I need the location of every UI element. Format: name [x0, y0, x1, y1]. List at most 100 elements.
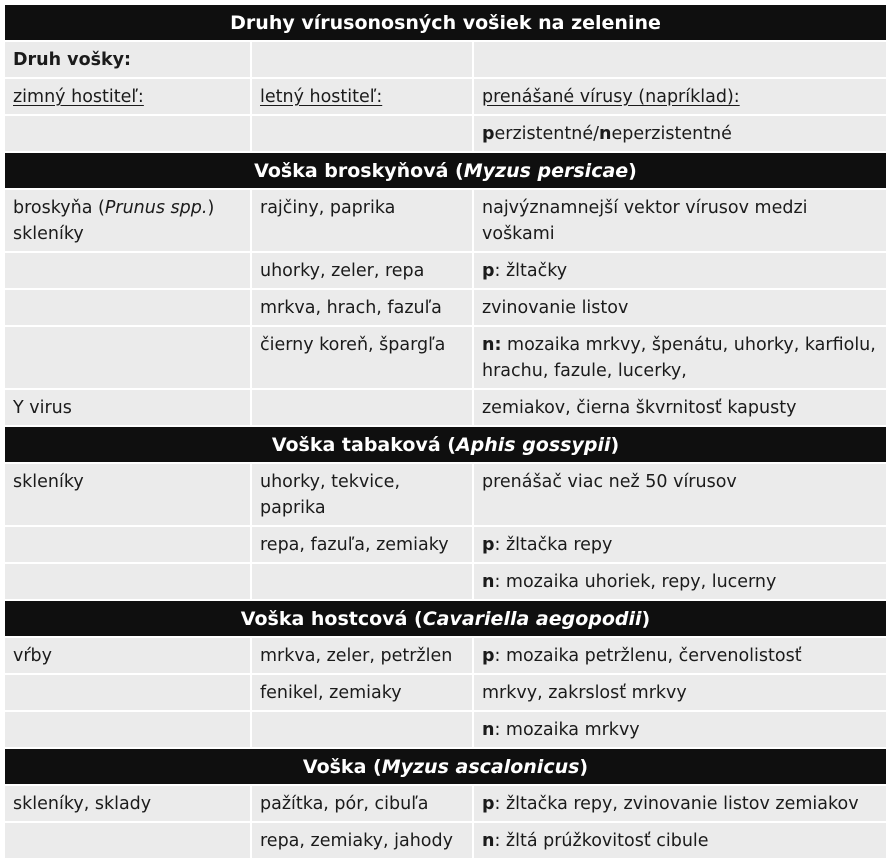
table-row: repa, fazuľa, zemiaky p: žltačka repy	[3, 525, 889, 564]
section-title: Voška hostcová (Cavariella aegopodii)	[2, 599, 889, 638]
column-header-summer-host: letný hostiteľ:	[250, 77, 474, 116]
cell-text: broskyňa (	[13, 198, 105, 218]
table-cell	[471, 40, 889, 79]
section-name: Voška (	[302, 756, 382, 778]
cell-text: : mozaika mrkvy	[494, 720, 640, 740]
table-cell: p: žltačky	[471, 251, 889, 290]
table-cell	[3, 710, 252, 749]
virus-type-marker: p	[482, 646, 495, 666]
virus-type-marker: p	[482, 535, 495, 555]
legend-n: n	[599, 124, 612, 144]
table-cell	[3, 525, 252, 564]
column-header-text: zimný hostiteľ:	[13, 87, 144, 107]
legend-n-rest: eperzistentné	[611, 124, 732, 144]
virus-type-marker: p	[482, 261, 495, 281]
virus-type-marker: n:	[482, 335, 502, 355]
table-cell	[250, 114, 474, 153]
virus-type-marker: n	[482, 572, 495, 592]
table-cell: Y virus	[3, 388, 252, 427]
virus-type-marker: n	[482, 720, 495, 740]
cell-text: : žltá prúžkovitosť cibule	[494, 831, 709, 851]
table-row: uhorky, zeler, repa p: žltačky	[3, 251, 889, 290]
cell-text: : žltačky	[494, 261, 568, 281]
table-row: vŕby mrkva, zeler, petržlen p: mozaika p…	[3, 636, 889, 675]
table-cell: p: žltačka repy, zvinovanie listov zemia…	[471, 784, 889, 823]
table-cell: n: mozaika mrkvy, špenátu, uhorky, karfi…	[471, 325, 889, 390]
table-cell: n: žltá prúžkovitosť cibule	[471, 821, 889, 860]
table-row: broskyňa (Prunus spp.) skleníky rajčiny, …	[3, 188, 889, 253]
table-cell: mrkva, hrach, fazuľa	[250, 288, 474, 327]
table-row: zimný hostiteľ: letný hostiteľ: prenášan…	[3, 77, 889, 116]
table-cell: čierny koreň, špargľa	[250, 325, 474, 390]
cell-text: : mozaika petržlenu, červenolistosť	[494, 646, 802, 666]
column-header-text: prenášané vírusy (napríklad):	[482, 87, 740, 107]
section-header-row: Voška (Myzus ascalonicus)	[2, 747, 889, 786]
section-name-suffix: )	[610, 434, 620, 456]
cell-text: mozaika mrkvy, špenátu, uhorky, karfiolu…	[482, 335, 876, 381]
table-cell	[250, 710, 474, 749]
table-cell	[3, 821, 252, 860]
cell-text: : žltačka repy	[494, 535, 613, 555]
table-cell: prenášač viac než 50 vírusov	[471, 462, 889, 527]
table-cell: fenikel, zemiaky	[250, 673, 474, 712]
table-row: Y virus zemiakov, čierna škvrnitosť kapu…	[3, 388, 889, 427]
table-row: čierny koreň, špargľa n: mozaika mrkvy, …	[3, 325, 889, 390]
table-row: repa, zemiaky, jahody n: žltá prúžkovito…	[3, 821, 889, 860]
table-row: Druh vošky:	[3, 40, 889, 79]
table-row: perzistentné/neperzistentné	[3, 114, 889, 153]
section-name: Voška hostcová (	[240, 608, 423, 630]
table-title-row: Druhy vírusonosných vošiek na zelenine	[2, 3, 889, 42]
section-latin-name: Myzus persicae	[463, 160, 629, 182]
table-cell	[3, 288, 252, 327]
table-cell: mrkva, zeler, petržlen	[250, 636, 474, 675]
table-cell: skleníky, sklady	[3, 784, 252, 823]
table-cell	[250, 562, 474, 601]
table-cell	[3, 325, 252, 390]
section-name-suffix: )	[628, 160, 637, 182]
druh-label: Druh vošky:	[3, 40, 252, 79]
table-cell: n: mozaika mrkvy	[471, 710, 889, 749]
table-cell: repa, zemiaky, jahody	[250, 821, 474, 860]
section-header-row: Voška tabaková (Aphis gossypii)	[2, 425, 889, 464]
table-cell	[3, 251, 252, 290]
table-cell: skleníky	[3, 462, 252, 527]
section-title: Voška tabaková (Aphis gossypii)	[2, 425, 889, 464]
section-header-row: Voška broskyňová (Myzus persicae)	[2, 151, 889, 190]
table-cell	[250, 388, 474, 427]
table-cell: vŕby	[3, 636, 252, 675]
section-title: Voška broskyňová (Myzus persicae)	[2, 151, 889, 190]
section-name: Voška broskyňová (	[254, 160, 464, 182]
section-latin-name: Aphis gossypii	[455, 434, 611, 456]
table-cell: najvýznamnejší vektor vírusov medzi vošk…	[471, 188, 889, 253]
cell-text: skleníky	[13, 224, 84, 244]
table-row: n: mozaika uhoriek, repy, lucerny	[3, 562, 889, 601]
virus-type-marker: n	[482, 831, 495, 851]
section-name-suffix: )	[641, 608, 651, 630]
table-cell: p: mozaika petržlenu, červenolistosť	[471, 636, 889, 675]
legend-p-rest: erzistentné/	[494, 124, 599, 144]
column-header-winter-host: zimný hostiteľ:	[3, 77, 252, 116]
table-cell: zvinovanie listov	[471, 288, 889, 327]
aphid-virus-table: Druhy vírusonosných vošiek na zelenine D…	[2, 3, 889, 860]
table-cell	[3, 114, 252, 153]
table-cell	[250, 40, 474, 79]
table-row: skleníky, sklady pažítka, pór, cibuľa p:…	[3, 784, 889, 823]
column-header-text: letný hostiteľ:	[260, 87, 383, 107]
table-cell	[3, 673, 252, 712]
table-cell: broskyňa (Prunus spp.) skleníky	[3, 188, 252, 253]
section-name: Voška tabaková (	[271, 434, 456, 456]
aphid-table-container: Druhy vírusonosných vošiek na zelenine D…	[2, 3, 889, 860]
section-latin-name: Cavariella aegopodii	[422, 608, 642, 630]
table-cell: mrkvy, zakrslosť mrkvy	[471, 673, 889, 712]
table-cell: uhorky, zeler, repa	[250, 251, 474, 290]
virus-type-marker: p	[482, 794, 495, 814]
table-cell: rajčiny, paprika	[250, 188, 474, 253]
section-title: Voška (Myzus ascalonicus)	[2, 747, 889, 786]
table-cell	[3, 562, 252, 601]
table-cell: n: mozaika uhoriek, repy, lucerny	[471, 562, 889, 601]
cell-text: : žltačka repy, zvinovanie listov zemiak…	[494, 794, 859, 814]
table-row: skleníky uhorky, tekvice, paprika prenáš…	[3, 462, 889, 527]
table-cell: p: žltačka repy	[471, 525, 889, 564]
table-title: Druhy vírusonosných vošiek na zelenine	[2, 3, 889, 42]
table-cell: repa, fazuľa, zemiaky	[250, 525, 474, 564]
